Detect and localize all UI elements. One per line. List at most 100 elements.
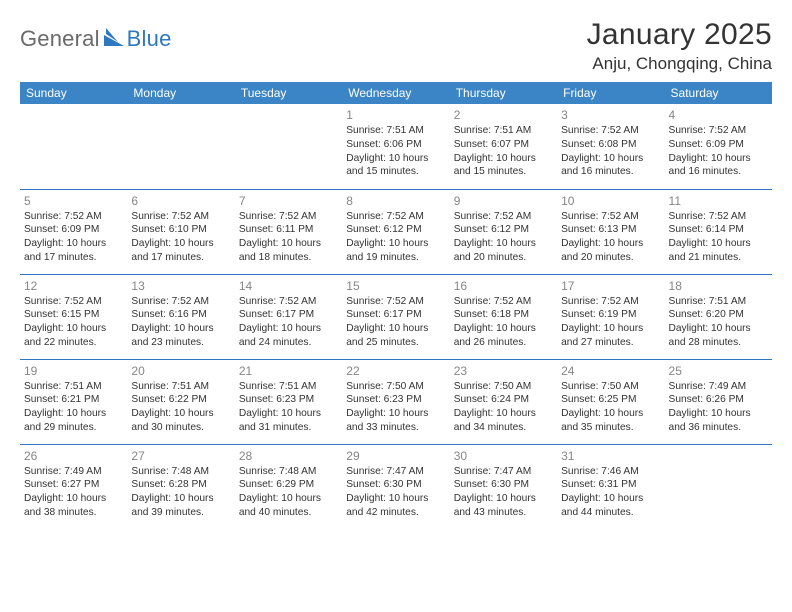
weekday-header: Monday <box>127 82 234 104</box>
calendar-week-row: 26Sunrise: 7:49 AMSunset: 6:27 PMDayligh… <box>20 444 772 529</box>
daylight-line: Daylight: 10 hours and 17 minutes. <box>24 237 123 265</box>
sunrise-line: Sunrise: 7:52 AM <box>131 210 230 224</box>
day-number: 13 <box>131 278 230 294</box>
calendar-day-cell: 22Sunrise: 7:50 AMSunset: 6:23 PMDayligh… <box>342 359 449 444</box>
daylight-line: Daylight: 10 hours and 44 minutes. <box>561 492 660 520</box>
day-number: 30 <box>454 448 553 464</box>
sunset-line: Sunset: 6:23 PM <box>239 393 338 407</box>
calendar-day-cell: 21Sunrise: 7:51 AMSunset: 6:23 PMDayligh… <box>235 359 342 444</box>
day-number: 16 <box>454 278 553 294</box>
calendar-day-cell: 9Sunrise: 7:52 AMSunset: 6:12 PMDaylight… <box>450 189 557 274</box>
sunrise-line: Sunrise: 7:47 AM <box>454 465 553 479</box>
sunset-line: Sunset: 6:08 PM <box>561 138 660 152</box>
sunset-line: Sunset: 6:27 PM <box>24 478 123 492</box>
calendar-day-cell: 27Sunrise: 7:48 AMSunset: 6:28 PMDayligh… <box>127 444 234 529</box>
sunrise-line: Sunrise: 7:52 AM <box>669 210 768 224</box>
calendar-day-cell: 26Sunrise: 7:49 AMSunset: 6:27 PMDayligh… <box>20 444 127 529</box>
calendar-day-cell: 30Sunrise: 7:47 AMSunset: 6:30 PMDayligh… <box>450 444 557 529</box>
month-title: January 2025 <box>587 18 772 52</box>
daylight-line: Daylight: 10 hours and 29 minutes. <box>24 407 123 435</box>
calendar-day-cell: 29Sunrise: 7:47 AMSunset: 6:30 PMDayligh… <box>342 444 449 529</box>
calendar-week-row: 12Sunrise: 7:52 AMSunset: 6:15 PMDayligh… <box>20 274 772 359</box>
header-row: General Blue January 2025 Anju, Chongqin… <box>20 18 772 74</box>
sunset-line: Sunset: 6:20 PM <box>669 308 768 322</box>
day-number: 23 <box>454 363 553 379</box>
daylight-line: Daylight: 10 hours and 36 minutes. <box>669 407 768 435</box>
calendar-day-cell: 10Sunrise: 7:52 AMSunset: 6:13 PMDayligh… <box>557 189 664 274</box>
daylight-line: Daylight: 10 hours and 15 minutes. <box>454 152 553 180</box>
daylight-line: Daylight: 10 hours and 22 minutes. <box>24 322 123 350</box>
day-number: 29 <box>346 448 445 464</box>
daylight-line: Daylight: 10 hours and 35 minutes. <box>561 407 660 435</box>
day-number: 10 <box>561 193 660 209</box>
sunrise-line: Sunrise: 7:48 AM <box>239 465 338 479</box>
daylight-line: Daylight: 10 hours and 27 minutes. <box>561 322 660 350</box>
calendar-day-cell: 8Sunrise: 7:52 AMSunset: 6:12 PMDaylight… <box>342 189 449 274</box>
daylight-line: Daylight: 10 hours and 21 minutes. <box>669 237 768 265</box>
daylight-line: Daylight: 10 hours and 39 minutes. <box>131 492 230 520</box>
day-number: 7 <box>239 193 338 209</box>
sunrise-line: Sunrise: 7:52 AM <box>239 210 338 224</box>
day-number: 26 <box>24 448 123 464</box>
day-number: 2 <box>454 107 553 123</box>
day-number: 5 <box>24 193 123 209</box>
sunset-line: Sunset: 6:22 PM <box>131 393 230 407</box>
calendar-day-cell: 14Sunrise: 7:52 AMSunset: 6:17 PMDayligh… <box>235 274 342 359</box>
sunset-line: Sunset: 6:17 PM <box>346 308 445 322</box>
calendar-week-row: 5Sunrise: 7:52 AMSunset: 6:09 PMDaylight… <box>20 189 772 274</box>
day-number: 28 <box>239 448 338 464</box>
sunrise-line: Sunrise: 7:52 AM <box>454 295 553 309</box>
flag-icon <box>104 28 124 51</box>
sunrise-line: Sunrise: 7:52 AM <box>346 295 445 309</box>
calendar-header: SundayMondayTuesdayWednesdayThursdayFrid… <box>20 82 772 104</box>
logo-text-general: General <box>20 26 100 52</box>
daylight-line: Daylight: 10 hours and 28 minutes. <box>669 322 768 350</box>
weekday-header: Tuesday <box>235 82 342 104</box>
weekday-header: Saturday <box>665 82 772 104</box>
sunrise-line: Sunrise: 7:52 AM <box>239 295 338 309</box>
weekday-header: Friday <box>557 82 664 104</box>
sunrise-line: Sunrise: 7:48 AM <box>131 465 230 479</box>
daylight-line: Daylight: 10 hours and 30 minutes. <box>131 407 230 435</box>
day-number: 27 <box>131 448 230 464</box>
calendar-day-cell: 28Sunrise: 7:48 AMSunset: 6:29 PMDayligh… <box>235 444 342 529</box>
day-number: 21 <box>239 363 338 379</box>
sunset-line: Sunset: 6:10 PM <box>131 223 230 237</box>
calendar-day-cell: 15Sunrise: 7:52 AMSunset: 6:17 PMDayligh… <box>342 274 449 359</box>
calendar-day-cell: 6Sunrise: 7:52 AMSunset: 6:10 PMDaylight… <box>127 189 234 274</box>
weekday-header: Thursday <box>450 82 557 104</box>
day-number: 8 <box>346 193 445 209</box>
calendar-day-cell: 11Sunrise: 7:52 AMSunset: 6:14 PMDayligh… <box>665 189 772 274</box>
sunset-line: Sunset: 6:30 PM <box>346 478 445 492</box>
sunset-line: Sunset: 6:07 PM <box>454 138 553 152</box>
sunset-line: Sunset: 6:09 PM <box>24 223 123 237</box>
calendar-day-cell: 13Sunrise: 7:52 AMSunset: 6:16 PMDayligh… <box>127 274 234 359</box>
weekday-header: Wednesday <box>342 82 449 104</box>
sunset-line: Sunset: 6:25 PM <box>561 393 660 407</box>
sunrise-line: Sunrise: 7:50 AM <box>454 380 553 394</box>
calendar-day-cell: 18Sunrise: 7:51 AMSunset: 6:20 PMDayligh… <box>665 274 772 359</box>
daylight-line: Daylight: 10 hours and 25 minutes. <box>346 322 445 350</box>
day-number: 25 <box>669 363 768 379</box>
sunrise-line: Sunrise: 7:49 AM <box>669 380 768 394</box>
sunset-line: Sunset: 6:09 PM <box>669 138 768 152</box>
calendar-day-cell: 23Sunrise: 7:50 AMSunset: 6:24 PMDayligh… <box>450 359 557 444</box>
day-number: 20 <box>131 363 230 379</box>
sunrise-line: Sunrise: 7:52 AM <box>24 295 123 309</box>
daylight-line: Daylight: 10 hours and 16 minutes. <box>669 152 768 180</box>
daylight-line: Daylight: 10 hours and 40 minutes. <box>239 492 338 520</box>
calendar-day-cell: 31Sunrise: 7:46 AMSunset: 6:31 PMDayligh… <box>557 444 664 529</box>
calendar-day-cell: 25Sunrise: 7:49 AMSunset: 6:26 PMDayligh… <box>665 359 772 444</box>
daylight-line: Daylight: 10 hours and 38 minutes. <box>24 492 123 520</box>
sunrise-line: Sunrise: 7:52 AM <box>346 210 445 224</box>
daylight-line: Daylight: 10 hours and 17 minutes. <box>131 237 230 265</box>
daylight-line: Daylight: 10 hours and 20 minutes. <box>561 237 660 265</box>
sunset-line: Sunset: 6:21 PM <box>24 393 123 407</box>
sunrise-line: Sunrise: 7:51 AM <box>669 295 768 309</box>
day-number: 22 <box>346 363 445 379</box>
sunset-line: Sunset: 6:11 PM <box>239 223 338 237</box>
daylight-line: Daylight: 10 hours and 34 minutes. <box>454 407 553 435</box>
calendar-day-cell: 20Sunrise: 7:51 AMSunset: 6:22 PMDayligh… <box>127 359 234 444</box>
sunset-line: Sunset: 6:29 PM <box>239 478 338 492</box>
sunrise-line: Sunrise: 7:46 AM <box>561 465 660 479</box>
